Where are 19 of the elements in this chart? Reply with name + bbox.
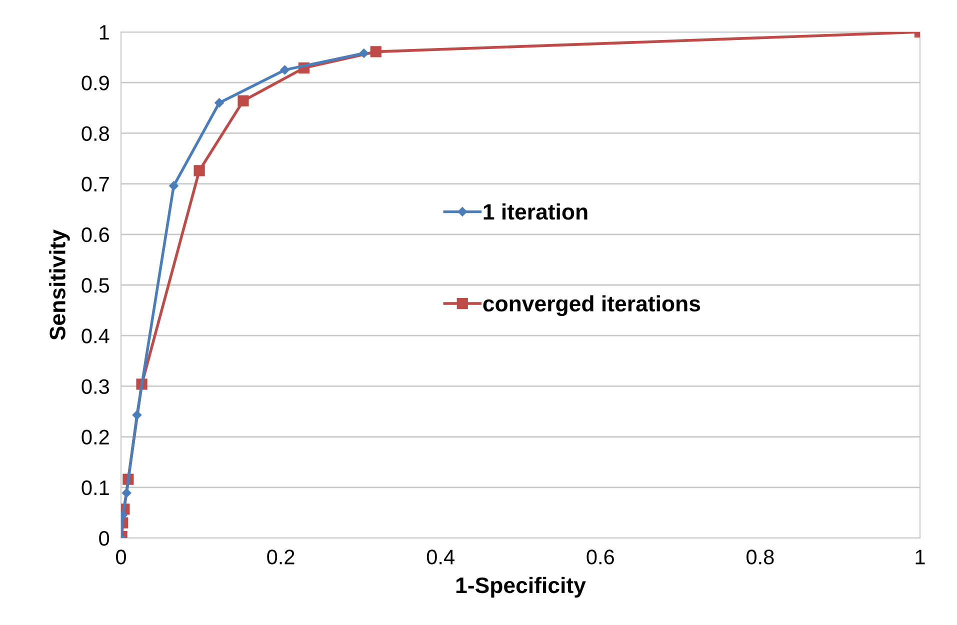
x-tick-label: 0.2 [267,550,294,564]
y-tick-label: 0.3 [82,379,109,394]
y-tick-label: 0.5 [82,278,110,293]
x-tick-label: 0.6 [586,550,614,564]
y-tick-label: 0.2 [82,430,109,445]
x-tick-label: 0 [116,550,126,564]
x-axis-title: 1-Specificity [456,576,586,598]
y-tick-label: 1 [100,25,109,40]
x-tick-label: 1 [916,550,925,564]
x-tick-label: 0.8 [746,550,774,564]
y-axis-title: Sensitivity [49,230,70,340]
y-tick-label: 0 [99,531,110,546]
y-tick-label: 0.7 [82,176,109,192]
y-tick-label: 0.4 [82,328,110,344]
y-tick-label: 0.8 [82,126,109,141]
y-tick-label: 0.6 [82,227,109,242]
y-tick-label: 0.9 [82,76,109,90]
y-tick-label: 0.1 [82,480,109,496]
x-tick-label: 0.4 [426,550,454,564]
